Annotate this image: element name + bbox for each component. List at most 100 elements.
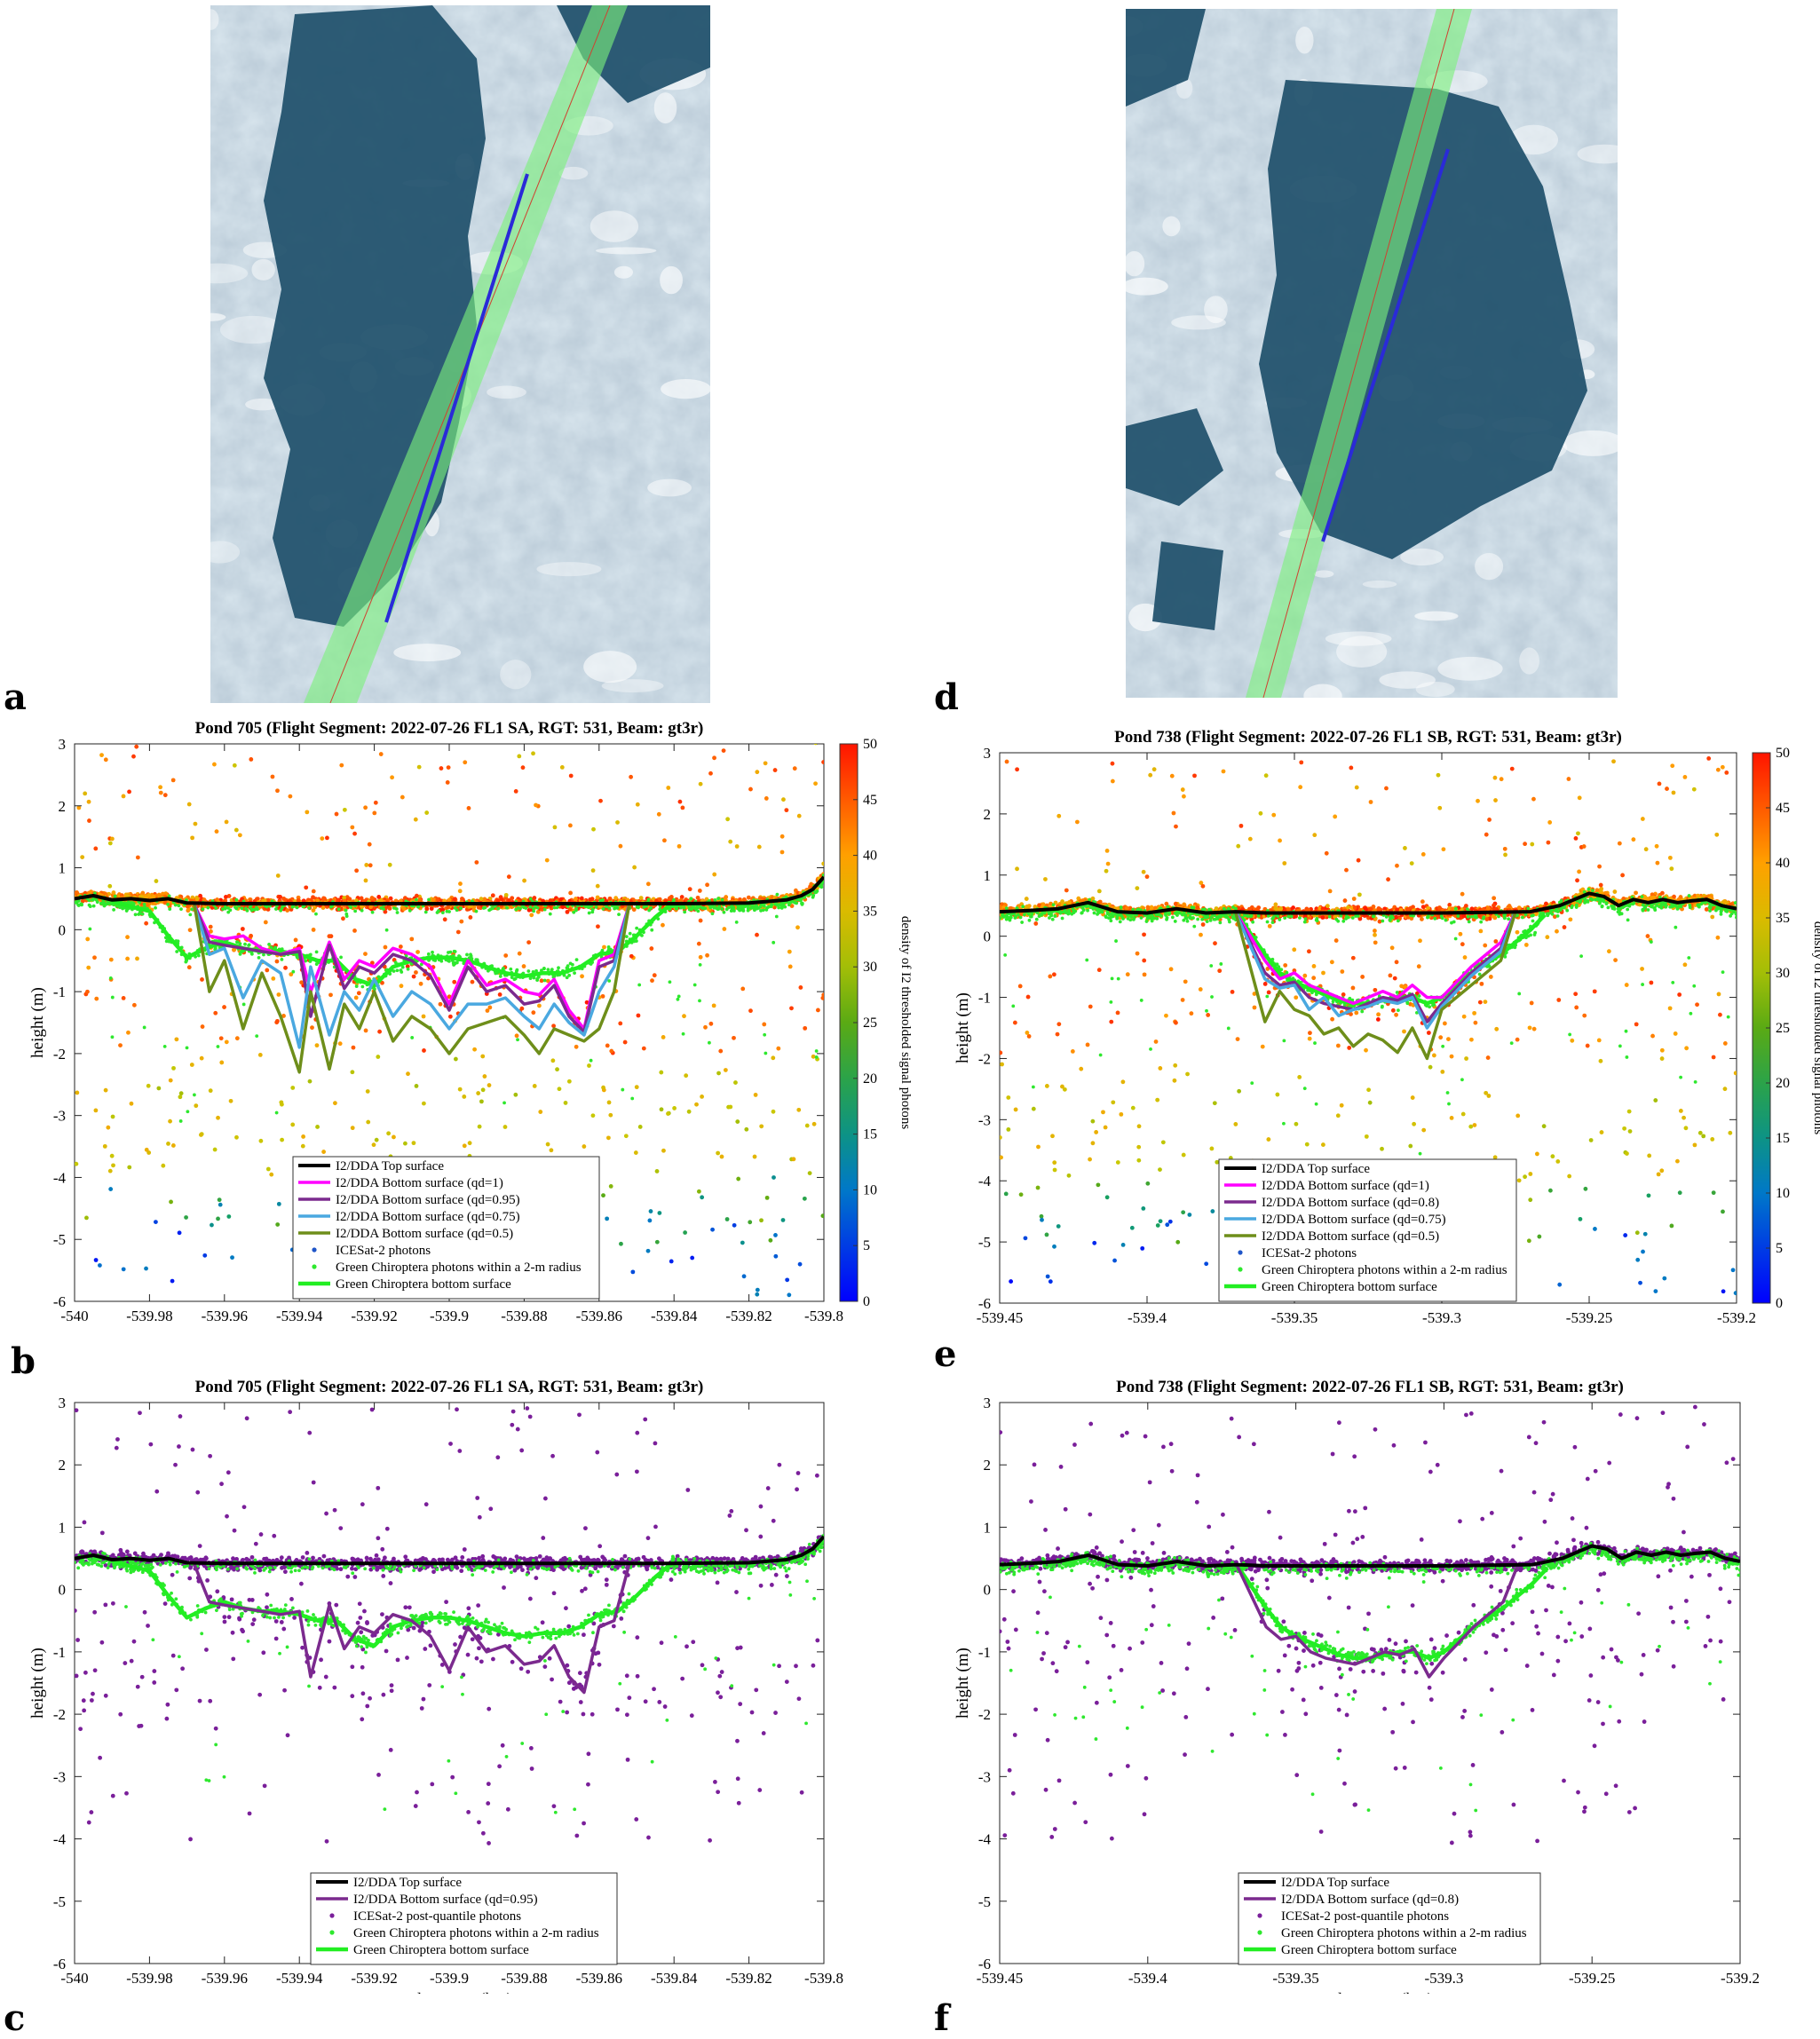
photon-point (660, 1107, 664, 1111)
photon-point (646, 881, 651, 886)
photon-point (629, 954, 634, 959)
photon-point (368, 842, 372, 847)
green-chiroptera-photon (759, 909, 763, 913)
photon-point (650, 978, 654, 983)
photon-point (127, 1166, 131, 1170)
photon-point (136, 856, 140, 860)
photon-point (481, 1087, 486, 1092)
legend-label: Green Chiroptera bottom surface (336, 1277, 511, 1292)
green-chiroptera-photon (248, 943, 251, 946)
photon-point (146, 1084, 151, 1088)
photon-point (98, 1263, 102, 1268)
photon-point (339, 763, 344, 768)
photon-point (1014, 1108, 1018, 1112)
photon-point (1148, 773, 1152, 778)
photon-point (797, 814, 802, 818)
photon-point (321, 1150, 326, 1154)
snow-patch (500, 660, 531, 689)
colorbar-tick-label: 15 (863, 1127, 877, 1142)
photon-point (415, 950, 420, 954)
photon-point (352, 832, 357, 836)
photon-point (111, 1163, 115, 1167)
photon-point (1347, 1046, 1351, 1050)
photon-point (558, 1087, 562, 1091)
photon-point (486, 1008, 490, 1013)
photon-point (1015, 767, 1019, 771)
photon-point (350, 1070, 354, 1074)
photon-point (321, 897, 326, 901)
photon-point (1462, 1015, 1467, 1019)
photon-point (748, 1008, 753, 1013)
photon-point (653, 973, 657, 977)
photon-point (258, 1053, 263, 1057)
green-chiroptera-photon (574, 909, 578, 913)
photon-point (1267, 991, 1271, 995)
photon-point (1189, 1011, 1193, 1016)
photon-point (379, 752, 384, 756)
photon-point (1271, 813, 1276, 818)
photon-point (798, 1262, 803, 1267)
photon-point (1473, 1123, 1477, 1127)
photon-point (209, 925, 213, 929)
photon-point (696, 896, 700, 900)
photon-point (108, 842, 113, 846)
photon-point (130, 1102, 134, 1106)
photon-point (234, 1135, 239, 1140)
photon-point (666, 1111, 670, 1116)
green-chiroptera-photon (543, 908, 547, 912)
photon-point (476, 1091, 480, 1095)
photon-point (771, 1055, 775, 1060)
photon-point (755, 933, 759, 937)
photon-point (1391, 1008, 1396, 1013)
green-chiroptera-photon (281, 958, 284, 961)
photon-point (821, 760, 826, 764)
snow-patch (660, 266, 683, 294)
photon-point (216, 1217, 220, 1221)
photon-point (171, 1143, 176, 1148)
green-chiroptera-photon (708, 1041, 711, 1045)
photon-point (605, 1216, 609, 1221)
green-chiroptera-photon (249, 905, 252, 909)
photon-point (498, 992, 502, 997)
photon-point (215, 829, 219, 834)
photon-point (792, 1157, 796, 1161)
green-chiroptera-photon (635, 927, 638, 930)
photon-point (1649, 981, 1653, 985)
photon-point (568, 891, 573, 896)
photon-point (190, 1063, 194, 1067)
melt-pond (1152, 541, 1223, 630)
photon-point (1086, 1043, 1090, 1047)
photon-point (290, 1086, 295, 1090)
photon-point (1515, 1113, 1520, 1118)
green-chiroptera-photon (689, 897, 692, 901)
photon-point (363, 805, 368, 810)
photon-point (1503, 847, 1507, 851)
green-chiroptera-photon (730, 909, 733, 913)
photon-point (582, 1144, 586, 1149)
photon-point (390, 775, 394, 779)
photon-point (422, 1048, 426, 1053)
photon-point (1104, 1126, 1108, 1130)
photon-point (1712, 1055, 1716, 1060)
photon-point (608, 1113, 613, 1118)
x-tick-label: -539.86 (576, 1308, 622, 1324)
snow-patch (1314, 570, 1333, 577)
snow-patch (602, 679, 664, 692)
photon-point (1531, 797, 1536, 802)
photon-point (765, 1196, 770, 1200)
y-tick-label: -4 (53, 1169, 67, 1186)
x-tick-label: -539.94 (276, 1308, 323, 1324)
photon-point (1684, 1126, 1689, 1130)
green-chiroptera-photon (410, 1036, 414, 1039)
snow-patch (536, 562, 601, 576)
snow-patch (1437, 657, 1502, 681)
photon-point (587, 1063, 591, 1068)
colorbar-tick-label: 35 (863, 904, 877, 919)
photon-point (722, 927, 726, 931)
photon-point (1420, 899, 1425, 904)
photon-point (447, 897, 452, 902)
photon-point (1717, 992, 1721, 997)
photon-point (1096, 1182, 1101, 1187)
photon-point (598, 799, 603, 803)
photon-point (748, 1220, 752, 1224)
